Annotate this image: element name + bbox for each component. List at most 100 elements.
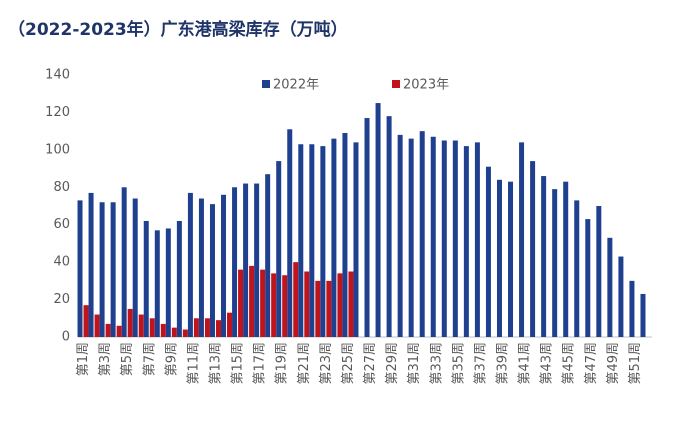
x-tick-label: 第47周 [584, 342, 599, 385]
bar [171, 327, 177, 337]
bar [364, 118, 370, 338]
bar [271, 273, 277, 337]
bar [287, 129, 293, 337]
bar [138, 314, 144, 337]
x-tick-label: 第3周 [98, 342, 113, 376]
x-tick-label: 第41周 [518, 342, 533, 385]
bar [496, 179, 502, 337]
bar [298, 144, 304, 337]
bar [187, 192, 193, 337]
bar [309, 144, 315, 337]
bar [99, 202, 105, 337]
bar [227, 312, 233, 337]
x-tick-label: 第13周 [208, 342, 223, 385]
bar [254, 183, 260, 337]
bar [243, 183, 249, 337]
legend-swatch [392, 80, 400, 88]
y-tick-label: 80 [53, 180, 70, 195]
y-tick-label: 20 [53, 292, 70, 307]
legend-swatch [262, 80, 270, 88]
bar [408, 138, 414, 337]
bar [88, 192, 94, 337]
x-tick-label: 第5周 [120, 342, 135, 376]
x-tick-label: 第7周 [142, 342, 157, 376]
bar [563, 181, 569, 337]
x-tick-label: 第45周 [562, 342, 577, 385]
x-tick-label: 第51周 [628, 342, 643, 385]
bar [452, 140, 458, 337]
bar [116, 325, 122, 337]
bar [397, 134, 403, 337]
bar [282, 275, 288, 337]
bar [77, 200, 83, 337]
x-tick-label: 第19周 [275, 342, 290, 385]
bar [149, 318, 155, 337]
bar [160, 323, 166, 337]
bar [326, 280, 332, 337]
bar [574, 200, 580, 337]
bar [121, 187, 127, 337]
bar [618, 256, 624, 337]
x-tick-label: 第1周 [76, 342, 91, 376]
bar [143, 220, 149, 337]
x-tick-label: 第21周 [297, 342, 312, 385]
bar [585, 219, 591, 337]
x-tick-label: 第49周 [606, 342, 621, 385]
bar [83, 305, 89, 337]
bar [375, 103, 381, 337]
y-tick-label: 60 [53, 217, 70, 232]
bar [182, 329, 188, 337]
bar [430, 136, 436, 337]
bar [193, 318, 199, 337]
bar [629, 280, 635, 337]
bar [176, 220, 182, 337]
bar [127, 308, 133, 337]
bar [221, 194, 227, 337]
bar [198, 198, 204, 337]
bar [607, 237, 613, 337]
bar [331, 138, 337, 337]
bar [165, 228, 171, 337]
bar [474, 142, 480, 337]
bar [238, 269, 244, 337]
y-tick-label: 100 [45, 142, 70, 157]
bar [232, 187, 238, 337]
bar [204, 318, 210, 337]
bar [154, 230, 160, 337]
y-tick-label: 40 [53, 255, 70, 270]
bar [342, 133, 348, 337]
bar [552, 189, 558, 337]
bar [94, 314, 100, 337]
x-tick-label: 第17周 [253, 342, 268, 385]
bar [132, 198, 138, 337]
bar [320, 146, 326, 337]
x-tick-label: 第43周 [540, 342, 555, 385]
bar [265, 174, 271, 337]
x-tick-label: 第15周 [231, 342, 246, 385]
bar [353, 142, 359, 337]
bar [485, 166, 491, 337]
legend-label: 2023年 [403, 78, 449, 93]
x-tick-label: 第33周 [429, 342, 444, 385]
bar [293, 262, 299, 337]
bar [419, 131, 425, 337]
x-tick-label: 第27周 [363, 342, 378, 385]
bar [209, 204, 215, 337]
x-tick-label: 第23周 [319, 342, 334, 385]
bar [276, 161, 282, 337]
bar [508, 181, 514, 337]
bar [249, 265, 255, 337]
bar [110, 202, 116, 337]
bar [315, 280, 321, 337]
bar [640, 293, 646, 337]
x-tick-label: 第31周 [407, 342, 422, 385]
bar [105, 323, 111, 337]
bar [596, 206, 602, 337]
y-tick-label: 0 [62, 330, 70, 345]
x-tick-label: 第37周 [473, 342, 488, 385]
bar [441, 140, 447, 337]
x-tick-label: 第25周 [341, 342, 356, 385]
x-tick-label: 第35周 [451, 342, 466, 385]
x-tick-label: 第9周 [164, 342, 179, 376]
